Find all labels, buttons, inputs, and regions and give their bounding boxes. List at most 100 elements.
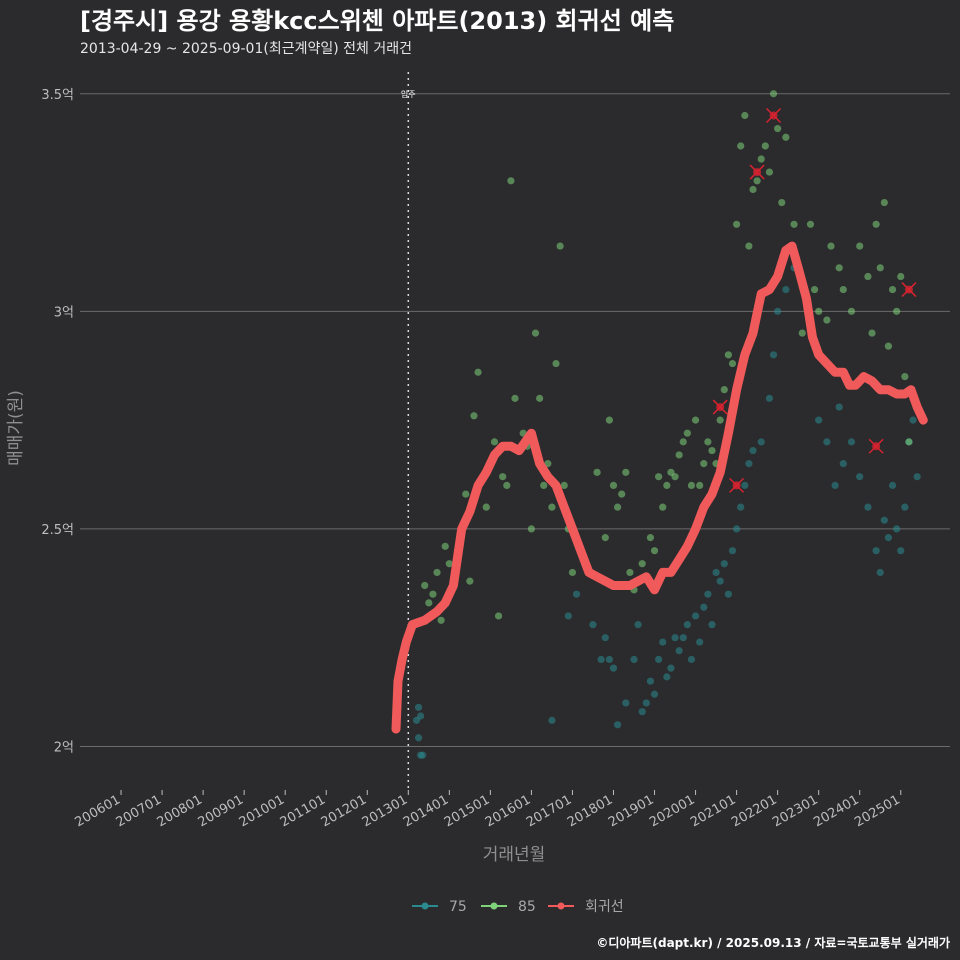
point-85 bbox=[622, 468, 630, 476]
point-85 bbox=[720, 386, 728, 394]
point-75 bbox=[737, 503, 745, 511]
point-85 bbox=[609, 481, 618, 489]
point-75 bbox=[769, 351, 778, 359]
x-tick-label: 202101 bbox=[688, 792, 738, 830]
x-tick-label: 201101 bbox=[278, 792, 328, 830]
legend-swatch-dot bbox=[421, 902, 429, 910]
legend-label: 회귀선 bbox=[585, 899, 624, 915]
legend-item-75: 75 bbox=[412, 899, 467, 915]
point-75 bbox=[897, 547, 905, 555]
point-85 bbox=[847, 307, 856, 315]
legend: 75 85 회귀선 bbox=[412, 899, 624, 915]
point-85 bbox=[700, 460, 708, 468]
x-tick-label: 201801 bbox=[565, 792, 615, 830]
point-75 bbox=[700, 603, 708, 611]
point-75 bbox=[872, 547, 880, 555]
point-75 bbox=[622, 699, 630, 707]
point-85 bbox=[893, 307, 901, 315]
point-85 bbox=[774, 124, 782, 133]
point-85 bbox=[876, 264, 884, 272]
point-85 bbox=[433, 568, 441, 577]
chart-title: [경주시] 용강 용황kcc스위첸 아파트(2013) 회귀선 예측 bbox=[80, 7, 674, 35]
point-85 bbox=[884, 342, 893, 350]
point-75 bbox=[605, 655, 613, 664]
grid bbox=[80, 93, 950, 747]
point-85 bbox=[823, 316, 831, 324]
point-85 bbox=[757, 155, 765, 163]
point-75 bbox=[893, 525, 901, 533]
point-85 bbox=[556, 242, 564, 250]
point-85 bbox=[782, 133, 790, 141]
x-tick-label: 201201 bbox=[319, 792, 369, 830]
point-75 bbox=[716, 577, 724, 585]
point-85 bbox=[724, 351, 732, 359]
legend-swatch-dot bbox=[557, 902, 565, 910]
point-85 bbox=[901, 373, 909, 381]
outlier-marker bbox=[749, 164, 765, 180]
point-85 bbox=[749, 185, 757, 194]
point-85 bbox=[437, 616, 445, 624]
point-75 bbox=[634, 621, 642, 629]
outlier-layer bbox=[712, 107, 917, 493]
outlier-marker bbox=[766, 107, 782, 124]
point-85 bbox=[527, 525, 536, 533]
point-75 bbox=[724, 590, 732, 598]
point-75 bbox=[847, 438, 856, 446]
move-in-label: 입주 bbox=[401, 90, 416, 99]
point-75 bbox=[864, 503, 872, 511]
point-85 bbox=[888, 285, 897, 294]
point-85 bbox=[655, 473, 663, 481]
point-85 bbox=[490, 438, 499, 446]
point-75 bbox=[901, 503, 909, 511]
point-85 bbox=[540, 481, 548, 489]
point-85 bbox=[601, 534, 609, 542]
x-axis-label: 거래년월 bbox=[483, 845, 546, 865]
point-75 bbox=[646, 677, 655, 685]
point-75 bbox=[671, 634, 679, 642]
point-85 bbox=[897, 272, 905, 281]
x-tick-label: 201601 bbox=[483, 792, 533, 830]
x-tick-label: 200601 bbox=[73, 792, 123, 830]
point-75 bbox=[708, 621, 716, 629]
point-75 bbox=[765, 394, 774, 402]
annotation-layer: 입주 bbox=[401, 72, 416, 790]
point-85 bbox=[778, 198, 786, 207]
point-75 bbox=[613, 721, 622, 729]
point-85 bbox=[839, 285, 847, 294]
y-axis-label: 매매가(원) bbox=[6, 390, 26, 466]
x-tick-label: 200701 bbox=[114, 792, 164, 830]
x-tick-label: 202301 bbox=[770, 792, 820, 830]
point-85 bbox=[868, 329, 876, 337]
y-tick-label: 3.5억 bbox=[41, 88, 74, 103]
outlier-marker bbox=[868, 438, 884, 454]
point-85 bbox=[568, 568, 577, 577]
x-tick-label: 200801 bbox=[155, 792, 205, 830]
point-75 bbox=[745, 460, 753, 468]
point-75 bbox=[831, 481, 839, 489]
point-75 bbox=[712, 568, 720, 577]
point-85 bbox=[429, 590, 437, 598]
outlier-cross-b bbox=[766, 107, 782, 124]
point-75 bbox=[687, 655, 696, 664]
point-85 bbox=[470, 412, 478, 420]
point-85 bbox=[815, 307, 823, 315]
point-85 bbox=[494, 612, 503, 620]
point-75 bbox=[638, 708, 646, 716]
point-75 bbox=[749, 446, 757, 455]
outlier-marker bbox=[729, 477, 745, 493]
x-ticks: 2006012007012008012009012010012011012012… bbox=[73, 790, 903, 830]
point-85 bbox=[507, 177, 515, 185]
point-85 bbox=[761, 142, 769, 150]
point-85 bbox=[687, 481, 696, 489]
point-85 bbox=[835, 264, 843, 272]
point-75 bbox=[572, 590, 581, 598]
point-75 bbox=[548, 716, 556, 724]
point-75 bbox=[609, 664, 618, 672]
point-75 bbox=[782, 285, 790, 294]
point-85 bbox=[696, 481, 704, 489]
point-85 bbox=[474, 368, 482, 376]
point-75 bbox=[720, 560, 728, 568]
point-75 bbox=[815, 416, 823, 424]
point-85 bbox=[765, 168, 774, 176]
